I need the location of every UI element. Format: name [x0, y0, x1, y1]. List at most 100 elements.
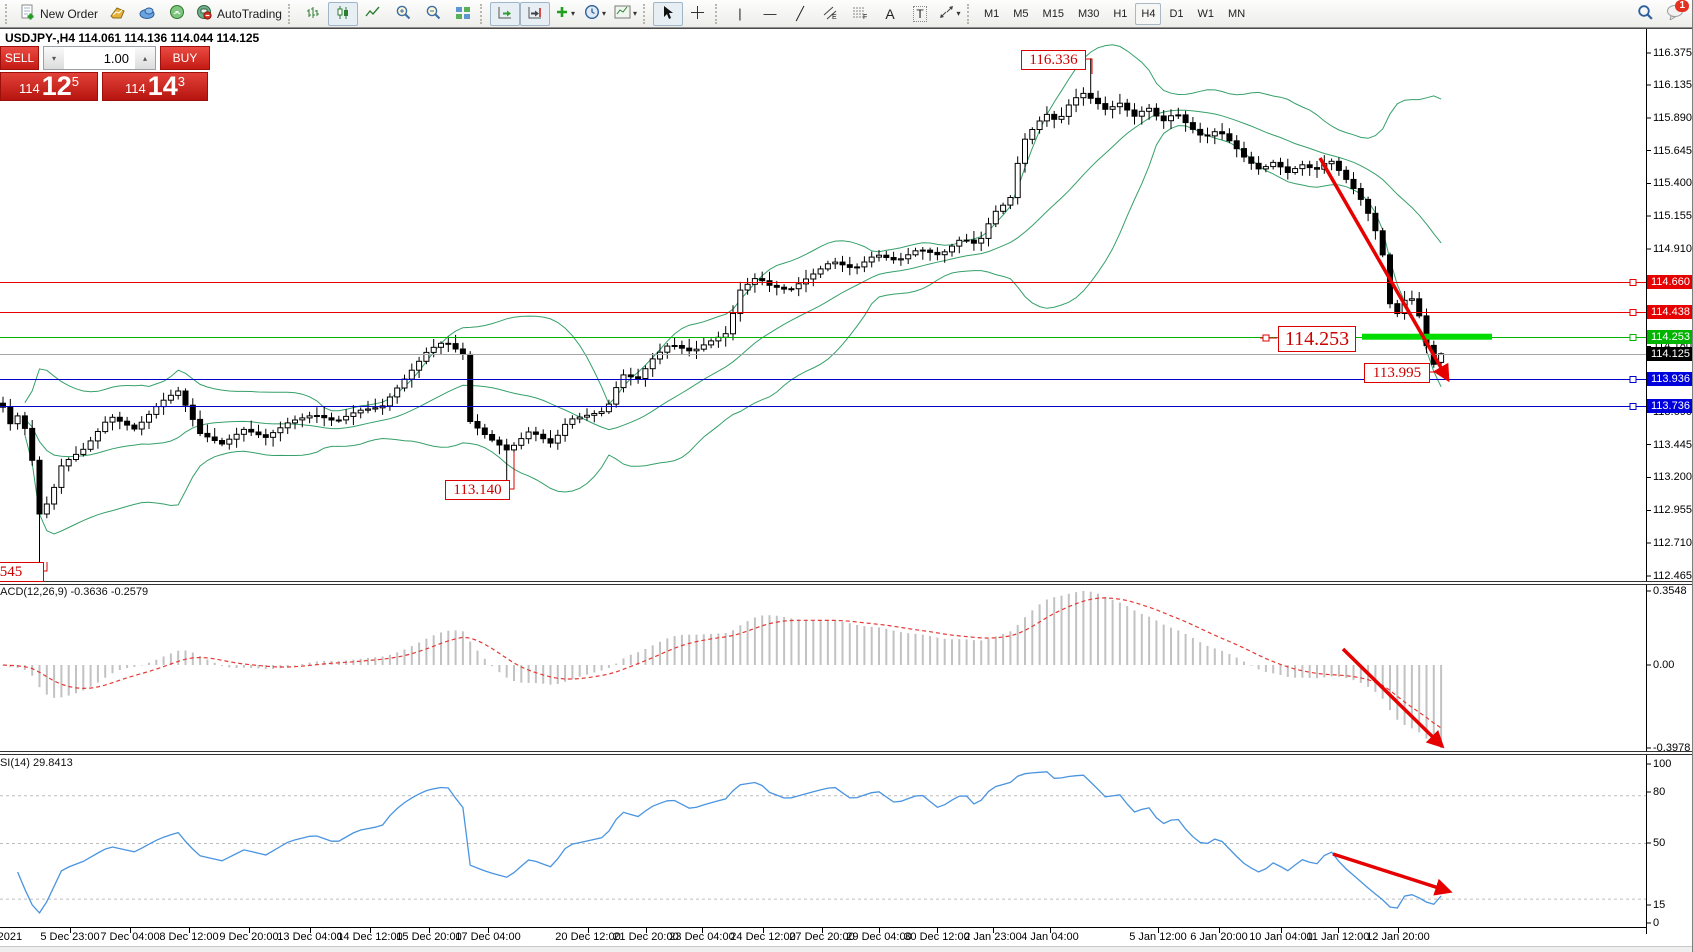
time-axis-label: 5 Dec 23:00	[40, 931, 100, 943]
price-callout-114.253[interactable]: 114.253	[1278, 326, 1356, 352]
bar-chart-icon	[305, 5, 321, 23]
vertical-line-tool-button[interactable]: |	[725, 2, 755, 26]
price-axis-badge-114.253: 114.253	[1647, 329, 1692, 344]
timeframe-button-M30[interactable]: M30	[1077, 7, 1100, 20]
rsi-axis-tick: 80	[1653, 786, 1666, 798]
macd-axis-tick: 0.3548	[1653, 585, 1687, 597]
autotrading-label: AutoTrading	[217, 6, 282, 21]
zoom-in-icon	[395, 4, 411, 23]
crosshair-tool-button[interactable]	[683, 2, 713, 26]
new-order-button[interactable]: New Order	[15, 2, 102, 26]
macd-indicator-label: MACD(12,26,9) -0.3636 -0.2579	[0, 586, 149, 598]
fibonacci-tool-button[interactable]: F	[845, 2, 875, 26]
market-depth-button[interactable]	[102, 2, 132, 26]
price-callout-116.336[interactable]: 116.336	[1021, 50, 1086, 70]
price-callout-545[interactable]: 545	[0, 562, 44, 582]
buy-price-sup: 3	[177, 74, 185, 89]
trend-arrow-1[interactable]	[1318, 157, 1450, 383]
timeframe-button-M5[interactable]: M5	[1013, 7, 1029, 20]
time-axis-label: 14 Dec 12:00	[337, 931, 403, 943]
channel-tool-button[interactable]: E	[815, 2, 845, 26]
time-axis-label: 20 Dec 12:00	[555, 931, 621, 943]
price-axis-badge-114.125: 114.125	[1647, 346, 1692, 361]
text-tool-button[interactable]: A	[875, 2, 905, 26]
candlestick-chart-type-button[interactable]	[327, 1, 358, 26]
callout-marker[interactable]	[1262, 334, 1270, 342]
support-highlight-zone[interactable]	[1362, 333, 1492, 340]
time-axis-label: 2 Jan 23:00	[964, 931, 1022, 943]
timeframe-group: M1 M5 M15 M30 H1 H4 D1 W1 MN	[977, 2, 1252, 25]
clock-icon	[584, 4, 600, 23]
line-chart-type-button[interactable]	[358, 2, 388, 26]
sell-price-display[interactable]: 114 12 5	[0, 72, 98, 101]
line-chart-icon	[365, 5, 381, 23]
timeframe-button-MN[interactable]: MN	[1228, 7, 1246, 20]
bar-chart-type-button[interactable]	[298, 2, 328, 26]
signals-button[interactable]	[162, 2, 192, 26]
line-endpoint-marker[interactable]	[1629, 309, 1637, 316]
fibonacci-icon: F	[852, 5, 868, 23]
trendline-tool-button[interactable]: ╱	[785, 2, 815, 26]
chart-title: USDJPY-,H4 114.061 114.136 114.044 114.1…	[5, 31, 260, 45]
toolbar-grip[interactable]	[5, 3, 11, 24]
line-endpoint-marker[interactable]	[1629, 376, 1637, 383]
price-axis-tick: 114.910	[1653, 242, 1692, 255]
timeframe-button-H4[interactable]: H4	[1135, 2, 1162, 25]
timeframe-button-W1[interactable]: W1	[1197, 7, 1215, 20]
price-callout-113.140[interactable]: 113.140	[445, 480, 510, 500]
rsi-axis-tick: 15	[1653, 899, 1666, 911]
trend-arrow-3[interactable]	[1332, 852, 1453, 896]
line-endpoint-marker[interactable]	[1629, 279, 1637, 286]
time-axis-label: 23 Dec 04:00	[669, 931, 735, 943]
arrows-tool-button[interactable]: ▾	[935, 2, 965, 26]
toolbar-grip[interactable]	[642, 3, 649, 24]
timeframe-button-H1[interactable]: H1	[1113, 7, 1128, 20]
chart-shift-button[interactable]	[519, 1, 550, 26]
toolbar-grip[interactable]	[714, 3, 721, 24]
macd-pane-resizer[interactable]	[0, 581, 1692, 585]
price-axis-tick: 112.710	[1653, 537, 1692, 549]
tile-windows-button[interactable]	[448, 2, 478, 26]
candles-layer	[0, 58, 1445, 566]
toolbar-grip[interactable]	[287, 3, 294, 24]
notifications-button[interactable]: 1	[1660, 0, 1690, 26]
timeframe-button-M15[interactable]: M15	[1042, 7, 1064, 20]
time-axis-label: 6 Jan 20:00	[1190, 931, 1248, 943]
autotrading-button[interactable]: AutoTrading	[192, 2, 286, 26]
auto-scroll-button[interactable]	[489, 1, 520, 26]
periods-button[interactable]: ▾	[580, 2, 610, 26]
zoom-in-button[interactable]	[388, 2, 418, 26]
timeframe-button-D1[interactable]: D1	[1169, 7, 1184, 20]
rsi-pane-resizer[interactable]	[0, 751, 1692, 755]
arrows-icon	[939, 5, 954, 22]
templates-button[interactable]: ▾	[610, 2, 641, 26]
cursor-tool-button[interactable]	[652, 1, 683, 26]
label-tool-button[interactable]: T	[905, 2, 935, 26]
price-callout-113.995[interactable]: 113.995	[1364, 363, 1430, 383]
sell-button[interactable]: SELL	[0, 46, 39, 70]
toolbar-grip[interactable]	[479, 3, 486, 24]
line-endpoint-marker[interactable]	[1629, 334, 1637, 341]
chevron-down-icon: ▾	[632, 9, 637, 18]
add-indicator-button[interactable]: ▾	[550, 2, 580, 26]
volume-decrease-button[interactable]: ▾	[44, 47, 64, 69]
price-axis-tick: 115.890	[1653, 111, 1692, 124]
search-button[interactable]	[1630, 2, 1660, 26]
volume-increase-button[interactable]: ▴	[135, 47, 155, 69]
buy-price-display[interactable]: 114 14 3	[102, 72, 208, 101]
timeframe-button-M1[interactable]: M1	[983, 7, 1000, 20]
time-axis-label: 29 Dec 04:00	[846, 931, 912, 943]
line-endpoint-marker[interactable]	[1629, 403, 1637, 410]
data-folder-button[interactable]	[132, 2, 162, 26]
price-axis-tick: 115.645	[1653, 144, 1692, 157]
sell-price-main: 114	[18, 81, 40, 96]
volume-input[interactable]: 1.00	[64, 47, 135, 69]
trend-arrow-2[interactable]	[1341, 647, 1445, 749]
toolbar-grip[interactable]	[966, 3, 973, 24]
horizontal-line-tool-button[interactable]: —	[755, 2, 785, 26]
buy-button[interactable]: BUY	[160, 46, 210, 70]
zoom-out-button[interactable]	[418, 2, 448, 26]
time-axis-label: 24 Dec 12:00	[730, 931, 796, 943]
price-axis-tick: 116.375	[1653, 47, 1692, 59]
